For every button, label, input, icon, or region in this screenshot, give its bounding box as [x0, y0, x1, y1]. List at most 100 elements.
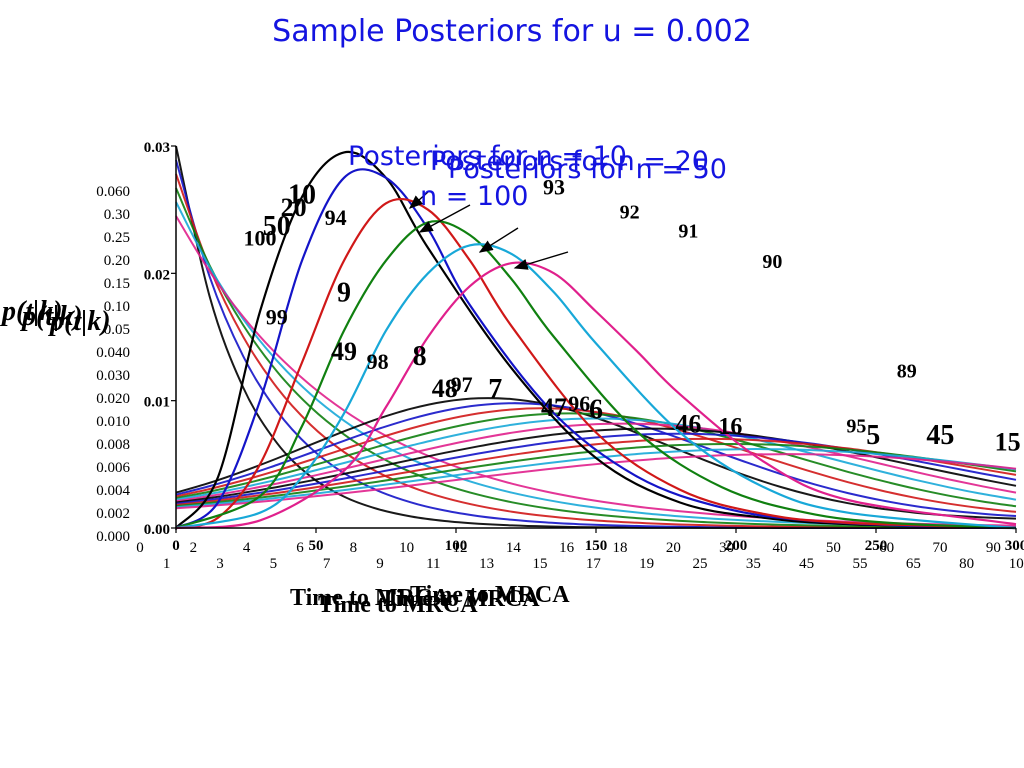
x-tick-label: 250 [865, 538, 888, 554]
overlay-y-tick-label: 0.20 [104, 253, 130, 269]
overlay-y-tick-label: 0.30 [104, 207, 130, 223]
overlay-title: n = 100 [420, 181, 528, 212]
overlay-x-tick-label: 14 [506, 540, 522, 556]
background-curve [175, 412, 1017, 508]
curve-label: 100 [244, 225, 277, 250]
x-tick-label: 300 [1005, 538, 1024, 554]
curve-label: 8 [413, 341, 427, 372]
series-group [175, 145, 1017, 530]
curve-label: 94 [325, 205, 347, 230]
overlay-x-tick-label: 17 [586, 556, 602, 572]
curve-label: 93 [543, 174, 565, 199]
axes-group: 0.030.020.010.000 50 100 150 200 250 300p(t|k)… [0, 140, 1024, 618]
overlay-x-tick-label: 5 [270, 556, 278, 572]
curve-label: 5 [866, 420, 880, 451]
overlay-x-tick-label: 25 [693, 556, 708, 572]
overlay-x-tick-label: 2 [190, 540, 198, 556]
overlay-x-tick-label: 15 [533, 556, 548, 572]
overlay-y-tick-label: 0.000 [96, 529, 130, 545]
x-tick-label: 100 [445, 538, 468, 554]
overlay-y-tick-label: 0.05 [104, 322, 130, 338]
series-line-5 [175, 243, 1017, 530]
x-tick-label: 150 [585, 538, 608, 554]
overlay-x-tick-label: 11 [426, 556, 440, 572]
overlay-y-tick-label: 0.020 [96, 391, 130, 407]
curve-label: 9 [337, 277, 351, 308]
overlay-y-tick-label: 0.004 [96, 483, 130, 499]
overlay-title: Posteriors for n = 50 [448, 154, 727, 185]
background-curve [175, 417, 1017, 501]
overlay-x-tick-label: 50 [826, 540, 841, 556]
overlay-x-tick-label: 4 [243, 540, 251, 556]
overlay-y-tick-label: 0.006 [96, 460, 130, 476]
x-axis-title: Time to MRCA [380, 586, 540, 612]
curve-label: 16 [718, 414, 742, 440]
annotation-arrow [513, 251, 569, 270]
curve-label: 90 [762, 251, 782, 273]
slide-title: Sample Posteriors for u = 0.002 [272, 14, 752, 49]
curve-label: 49 [331, 337, 357, 366]
overlay-y-tick-label: 0.030 [96, 368, 130, 384]
curve-label: 6 [589, 394, 603, 425]
annotation-arrow [478, 227, 519, 253]
y-axis-title: p(t|k) [0, 296, 63, 327]
series-line-3 [175, 197, 1017, 530]
annotation-arrow [418, 204, 471, 233]
overlay-x-tick-label: 40 [773, 540, 788, 556]
y-tick-label: 0.03 [144, 140, 170, 156]
overlay-x-tick-label: 30 [719, 540, 734, 556]
curve-label: 99 [266, 304, 288, 329]
overlay-x-tick-label: 80 [959, 556, 974, 572]
curve-label: 98 [367, 349, 389, 374]
curve-label: 20 [281, 193, 307, 222]
curve-label: 92 [620, 202, 640, 224]
overlay-y-tick-label: 0.060 [96, 184, 130, 200]
curve-label: 89 [897, 361, 917, 383]
background-curve [175, 173, 1016, 529]
overlay-x-tick-label: 55 [853, 556, 868, 572]
overlay-tick-labels: 0123456789101112131415161718192025303540… [96, 184, 1024, 572]
overlay-x-tick-label: 9 [376, 556, 384, 572]
x-tick-label: 0 [172, 538, 180, 554]
curve-label: 96 [568, 391, 590, 416]
background-curve [175, 422, 1017, 503]
y-tick-label: 0.00 [144, 522, 170, 538]
x-axis-title: Time to MRCA [410, 582, 570, 608]
overlay-x-tick-label: 20 [666, 540, 681, 556]
overlay-x-tick-label: 65 [906, 556, 921, 572]
x-tick-label: 200 [725, 538, 748, 554]
overlay-x-tick-label: 7 [323, 556, 331, 572]
y-axis-title: p(t|k) [48, 306, 111, 337]
curve-label: 15 [995, 427, 1021, 456]
overlay-y-tick-label: 0.010 [96, 414, 130, 430]
curve-label: 97 [451, 372, 473, 397]
overlay-x-tick-label: 13 [479, 556, 494, 572]
overlay-x-tick-label: 35 [746, 556, 761, 572]
y-tick-label: 0.02 [144, 267, 170, 283]
x-axis-title: Time to MRCA [290, 585, 450, 611]
overlay-x-tick-label: 60 [879, 540, 894, 556]
series-line-6 [175, 261, 1017, 530]
overlay-x-tick-label: 10 [399, 540, 414, 556]
overlay-x-tick-label: 8 [350, 540, 358, 556]
overlay-x-tick-label: 1 [163, 556, 171, 572]
overlay-x-tick-label: 0 [136, 540, 144, 556]
overlay-title: Posteriors for n = 20 [430, 146, 709, 177]
curve-label: 46 [675, 410, 701, 439]
x-axis-title: Time to MRCA [318, 592, 478, 618]
overlay-x-tick-label: 6 [296, 540, 304, 556]
y-tick-label: 0.01 [144, 395, 170, 411]
overlay-y-tick-label: 0.10 [104, 299, 130, 315]
curve-label: 50 [263, 211, 291, 242]
overlay-y-tick-label: 0.008 [96, 437, 130, 453]
annotation-arrow [408, 191, 429, 209]
background-curve [175, 453, 1017, 510]
overlay-y-tick-label: 0.040 [96, 345, 130, 361]
overlay-x-tick-label: 70 [933, 540, 948, 556]
overlay-x-tick-label: 3 [216, 556, 224, 572]
overlay-x-tick-label: 100 [1009, 556, 1024, 572]
curve-label: 10 [288, 179, 316, 210]
curve-label: 45 [926, 420, 954, 451]
